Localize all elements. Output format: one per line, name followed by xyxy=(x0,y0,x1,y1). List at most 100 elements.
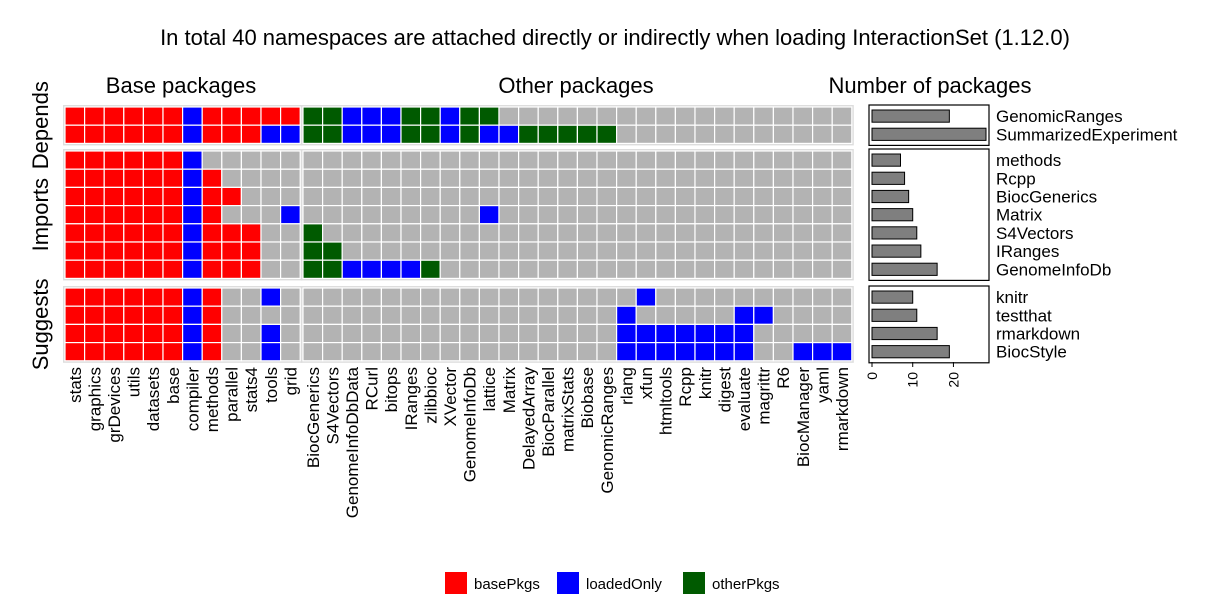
heatmap-cell xyxy=(162,124,184,144)
heatmap-cell xyxy=(322,323,343,344)
heatmap-cell xyxy=(694,205,716,225)
heatmap-cell xyxy=(635,186,657,207)
heatmap-cell xyxy=(615,106,637,126)
heatmap-cell xyxy=(420,305,441,326)
column-label: bitops xyxy=(382,367,401,412)
heatmap-cell xyxy=(182,287,203,307)
heatmap-cell xyxy=(596,186,618,207)
heatmap-cell xyxy=(498,223,520,243)
heatmap-cell xyxy=(615,305,637,326)
heatmap-cell xyxy=(123,150,145,170)
heatmap-cell xyxy=(302,150,324,170)
heatmap-cell xyxy=(811,259,833,280)
heatmap-cell xyxy=(537,106,559,126)
legend-swatch-basePkgs xyxy=(445,572,467,594)
heatmap-cell xyxy=(439,342,461,362)
column-label: RCurl xyxy=(363,367,382,410)
heatmap-cell xyxy=(123,323,145,344)
heatmap-cell xyxy=(439,323,461,344)
heatmap-cell xyxy=(302,305,324,326)
bar-BiocGenerics xyxy=(871,189,910,204)
heatmap-cell xyxy=(537,342,559,362)
heatmap-cell xyxy=(674,205,696,225)
heatmap-cell xyxy=(260,205,282,225)
heatmap-cell xyxy=(201,223,223,243)
heatmap-cell xyxy=(576,106,598,126)
heatmap-cell xyxy=(142,323,164,344)
heatmap-cell xyxy=(694,168,716,188)
heatmap-cell xyxy=(831,186,853,207)
heatmap-cell xyxy=(655,186,676,207)
heatmap-cell xyxy=(792,259,814,280)
heatmap-cell xyxy=(753,259,774,280)
heatmap-cell xyxy=(420,259,441,280)
heatmap-cell xyxy=(576,186,598,207)
heatmap-cell xyxy=(596,323,618,344)
heatmap-cell xyxy=(694,186,716,207)
heatmap-cell xyxy=(162,223,184,243)
heatmap-cell xyxy=(713,287,735,307)
heatmap-cell xyxy=(478,305,500,326)
heatmap-cell xyxy=(83,259,105,280)
column-label: R6 xyxy=(774,367,793,389)
heatmap-cell xyxy=(576,150,598,170)
row-label: IRanges xyxy=(996,242,1059,261)
heatmap-cell xyxy=(694,124,716,144)
heatmap-cell xyxy=(420,323,441,344)
heatmap-cell xyxy=(221,205,243,225)
heatmap-cell xyxy=(831,168,853,188)
heatmap-cell xyxy=(811,287,833,307)
heatmap-cell xyxy=(260,342,282,362)
heatmap-cell xyxy=(713,205,735,225)
heatmap-cell xyxy=(400,259,422,280)
heatmap-cell xyxy=(674,150,696,170)
heatmap-cell xyxy=(260,106,282,126)
heatmap-cell xyxy=(557,223,578,243)
heatmap-cell xyxy=(576,305,598,326)
heatmap-cell xyxy=(811,168,833,188)
heatmap-cell xyxy=(811,205,833,225)
heatmap-cell xyxy=(103,205,125,225)
heatmap-cell xyxy=(615,205,637,225)
heatmap-cell xyxy=(439,186,461,207)
heatmap-cell xyxy=(517,124,539,144)
heatmap-cell xyxy=(557,259,578,280)
heatmap-cell xyxy=(103,168,125,188)
heatmap-cell xyxy=(302,124,324,144)
heatmap-cell xyxy=(182,186,203,207)
heatmap-cell xyxy=(420,124,441,144)
heatmap-cell xyxy=(280,186,301,207)
legend-label: loadedOnly xyxy=(586,576,662,593)
bar-BiocStyle xyxy=(871,345,950,359)
heatmap-cell xyxy=(260,150,282,170)
heatmap-cell xyxy=(201,259,223,280)
heatmap-cell xyxy=(380,305,402,326)
heatmap-cell xyxy=(655,168,676,188)
heatmap-cell xyxy=(772,223,794,243)
heatmap-cell xyxy=(772,305,794,326)
column-label: knitr xyxy=(696,367,715,399)
heatmap-cell xyxy=(142,186,164,207)
heatmap-cell xyxy=(280,106,301,126)
heatmap-cell xyxy=(831,205,853,225)
heatmap-cell xyxy=(674,168,696,188)
heatmap-cell xyxy=(64,223,86,243)
heatmap-cell xyxy=(615,186,637,207)
heatmap-cell xyxy=(713,259,735,280)
heatmap-cell xyxy=(83,205,105,225)
heatmap-cell xyxy=(459,106,480,126)
heatmap-cell xyxy=(635,259,657,280)
heatmap-cell xyxy=(341,106,363,126)
heatmap-cell xyxy=(162,205,184,225)
legend: basePkgs loadedOnly otherPkgs xyxy=(445,572,780,594)
heatmap-cell xyxy=(380,323,402,344)
heatmap-cell xyxy=(557,168,578,188)
heatmap-cell xyxy=(439,205,461,225)
heatmap-cell xyxy=(182,223,203,243)
column-label: htmltools xyxy=(657,367,676,435)
heatmap-cell xyxy=(655,323,676,344)
heatmap-cell xyxy=(260,241,282,261)
bar-SummarizedExperiment xyxy=(871,127,987,141)
heatmap-cell xyxy=(674,259,696,280)
heatmap-cell xyxy=(753,287,774,307)
